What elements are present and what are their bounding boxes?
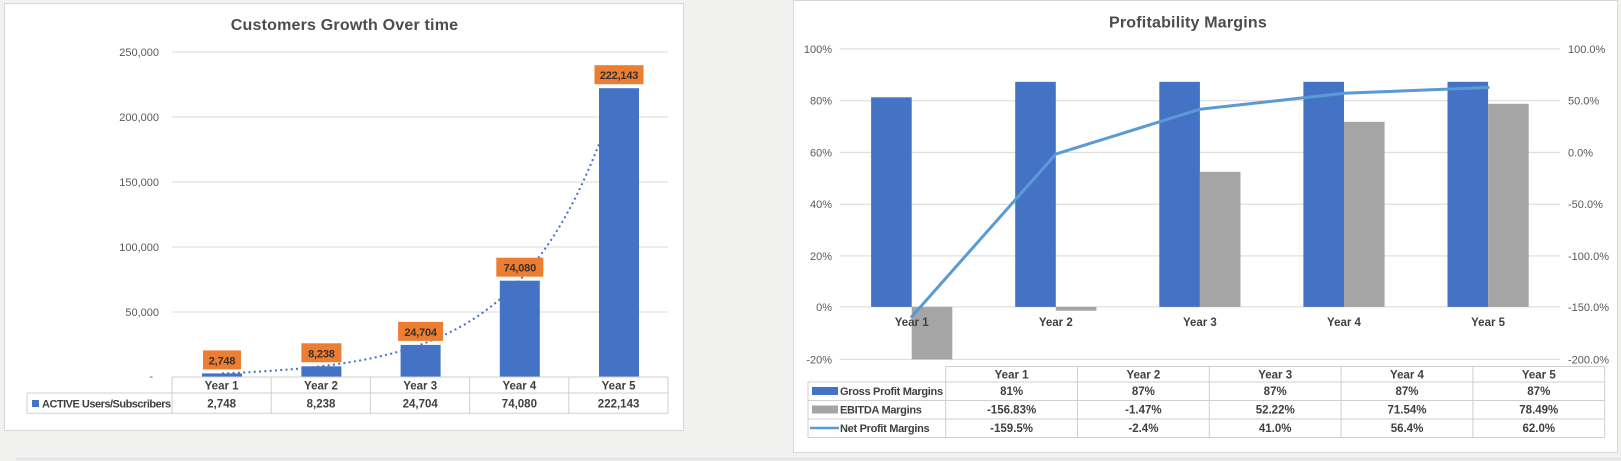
svg-text:2,748: 2,748 xyxy=(207,399,236,411)
svg-text:Year 2: Year 2 xyxy=(304,381,338,393)
svg-text:200,000: 200,000 xyxy=(119,112,159,124)
svg-text:20%: 20% xyxy=(810,251,832,263)
svg-text:Year 5: Year 5 xyxy=(602,381,636,393)
svg-text:150,000: 150,000 xyxy=(119,177,159,189)
svg-text:56.4%: 56.4% xyxy=(1391,423,1424,435)
svg-text:78.49%: 78.49% xyxy=(1519,405,1558,417)
svg-text:100,000: 100,000 xyxy=(119,242,159,254)
svg-text:2,748: 2,748 xyxy=(209,355,236,367)
svg-text:87%: 87% xyxy=(1264,386,1287,398)
svg-text:62.0%: 62.0% xyxy=(1522,423,1555,435)
svg-text:0.0%: 0.0% xyxy=(1568,147,1593,159)
svg-text:-156.83%: -156.83% xyxy=(987,405,1036,417)
svg-text:Year 3: Year 3 xyxy=(1258,370,1292,382)
svg-text:41.0%: 41.0% xyxy=(1259,423,1292,435)
svg-text:Year 3: Year 3 xyxy=(403,381,437,393)
svg-text:8,238: 8,238 xyxy=(308,348,335,360)
svg-text:87%: 87% xyxy=(1527,386,1550,398)
svg-text:Year 2: Year 2 xyxy=(1126,370,1160,382)
svg-text:100%: 100% xyxy=(804,44,832,56)
svg-text:50.0%: 50.0% xyxy=(1568,96,1599,108)
svg-text:Year 4: Year 4 xyxy=(502,381,536,393)
svg-text:100.0%: 100.0% xyxy=(1568,44,1606,56)
svg-text:74,080: 74,080 xyxy=(502,399,537,411)
svg-text:-2.4%: -2.4% xyxy=(1128,423,1158,435)
svg-text:Year 1: Year 1 xyxy=(995,370,1029,382)
svg-text:-159.5%: -159.5% xyxy=(990,423,1033,435)
svg-text:50,000: 50,000 xyxy=(125,307,159,319)
svg-text:-200.0%: -200.0% xyxy=(1568,354,1609,366)
svg-text:8,238: 8,238 xyxy=(307,399,336,411)
svg-text:Year 4: Year 4 xyxy=(1390,370,1424,382)
svg-text:-100.0%: -100.0% xyxy=(1568,251,1609,263)
svg-text:-50.0%: -50.0% xyxy=(1568,199,1603,211)
svg-text:60%: 60% xyxy=(810,147,832,159)
svg-text:Gross Profit Margins: Gross Profit Margins xyxy=(840,386,943,398)
svg-text:Year 4: Year 4 xyxy=(1327,317,1361,329)
svg-text:Year 5: Year 5 xyxy=(1522,370,1556,382)
svg-text:250,000: 250,000 xyxy=(119,47,159,59)
svg-text:Customers Growth Over time: Customers Growth Over time xyxy=(231,17,458,34)
svg-text:87%: 87% xyxy=(1395,386,1418,398)
svg-text:222,143: 222,143 xyxy=(600,70,638,82)
svg-text:Year 1: Year 1 xyxy=(895,317,929,329)
svg-text:-: - xyxy=(149,371,153,383)
svg-text:222,143: 222,143 xyxy=(598,399,640,411)
svg-text:52.22%: 52.22% xyxy=(1256,405,1295,417)
svg-text:Year 1: Year 1 xyxy=(205,381,239,393)
svg-text:74,080: 74,080 xyxy=(504,263,537,275)
svg-text:71.54%: 71.54% xyxy=(1387,405,1426,417)
svg-text:-20%: -20% xyxy=(806,354,832,366)
svg-text:-1.47%: -1.47% xyxy=(1125,405,1161,417)
svg-text:Year 2: Year 2 xyxy=(1039,317,1073,329)
svg-text:-150.0%: -150.0% xyxy=(1568,302,1609,314)
svg-text:87%: 87% xyxy=(1132,386,1155,398)
svg-text:81%: 81% xyxy=(1000,386,1023,398)
svg-text:Year 5: Year 5 xyxy=(1471,317,1505,329)
svg-text:24,704: 24,704 xyxy=(404,327,438,339)
svg-text:80%: 80% xyxy=(810,96,832,108)
svg-text:EBITDA Margins: EBITDA Margins xyxy=(840,405,922,417)
svg-text:Profitability Margins: Profitability Margins xyxy=(1109,15,1267,32)
svg-text:24,704: 24,704 xyxy=(403,399,439,411)
svg-text:Year 3: Year 3 xyxy=(1183,317,1217,329)
svg-text:0%: 0% xyxy=(816,302,832,314)
svg-text:ACTIVE Users/Subscribers: ACTIVE Users/Subscribers xyxy=(42,399,171,411)
svg-text:Net Profit Margins: Net Profit Margins xyxy=(840,423,930,435)
svg-text:40%: 40% xyxy=(810,199,832,211)
